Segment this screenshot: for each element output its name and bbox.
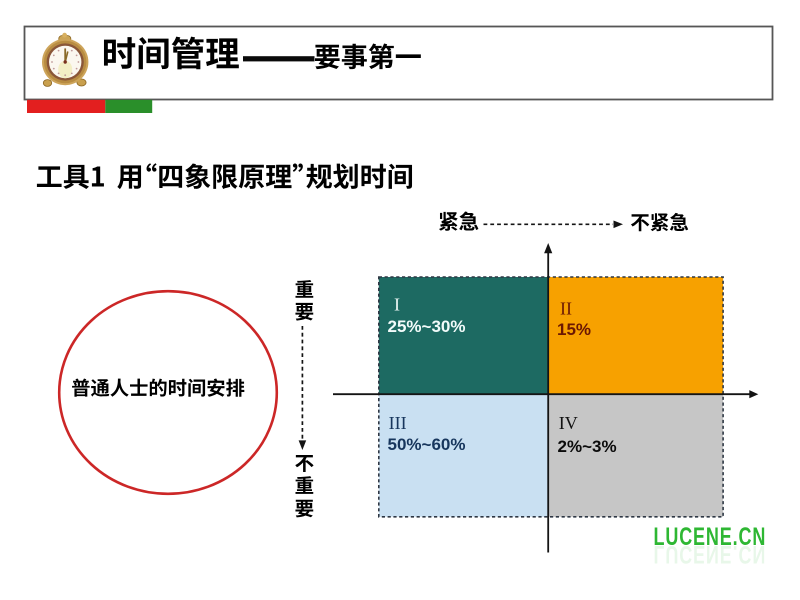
svg-text:III: III [389, 413, 407, 433]
svg-text:15%: 15% [557, 320, 591, 339]
svg-text:II: II [560, 299, 572, 319]
svg-text:2%~3%: 2%~3% [558, 437, 617, 456]
svg-text:IV: IV [559, 413, 578, 433]
svg-text:25%~30%: 25%~30% [388, 317, 466, 336]
svg-text:I: I [394, 295, 400, 315]
svg-text:LUCENE.CN: LUCENE.CN [654, 522, 767, 551]
svg-text:LUCENE.CN: LUCENE.CN [654, 540, 767, 569]
svg-text:50%~60%: 50%~60% [388, 435, 466, 454]
